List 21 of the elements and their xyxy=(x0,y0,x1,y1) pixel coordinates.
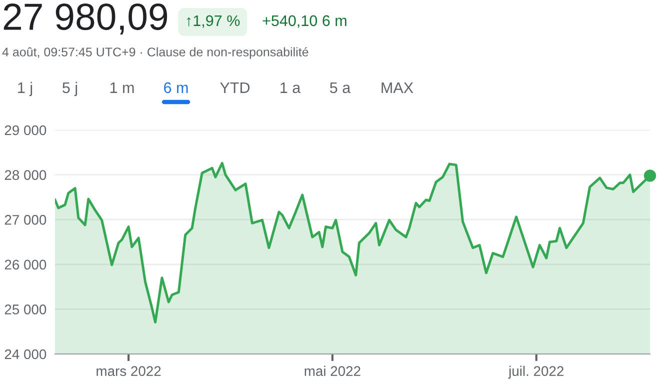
y-tick-label: 28 000 xyxy=(4,170,46,180)
y-tick-label: 24 000 xyxy=(4,349,46,360)
text: 4 août, 09:57:45 UTC+9 · Clause de non-responsabilité xyxy=(2,47,308,59)
text: 6 m xyxy=(164,82,188,94)
text: 1 a xyxy=(280,82,301,94)
text: ↑1,97 % xyxy=(187,15,240,28)
text: 5 j xyxy=(62,82,78,96)
y-tick-label: 26 000 xyxy=(4,260,46,270)
y-tick-label: 29 000 xyxy=(4,125,46,136)
text: 1 j xyxy=(18,82,32,96)
x-tick-label: juil. 2022 xyxy=(508,366,564,379)
text: YTD xyxy=(220,82,250,93)
x-tick-label: mars 2022 xyxy=(96,366,161,376)
y-tick-label: 27 000 xyxy=(4,214,46,225)
y-tick-label: 25 000 xyxy=(4,304,46,314)
x-tick-label: mai 2022 xyxy=(304,366,360,376)
text: 1 m xyxy=(110,82,134,93)
text: 5 a xyxy=(330,82,351,94)
text: +540,10 6 m xyxy=(262,15,346,28)
text: MAX xyxy=(382,82,414,93)
chart-title: 27 980,09 xyxy=(4,4,168,34)
